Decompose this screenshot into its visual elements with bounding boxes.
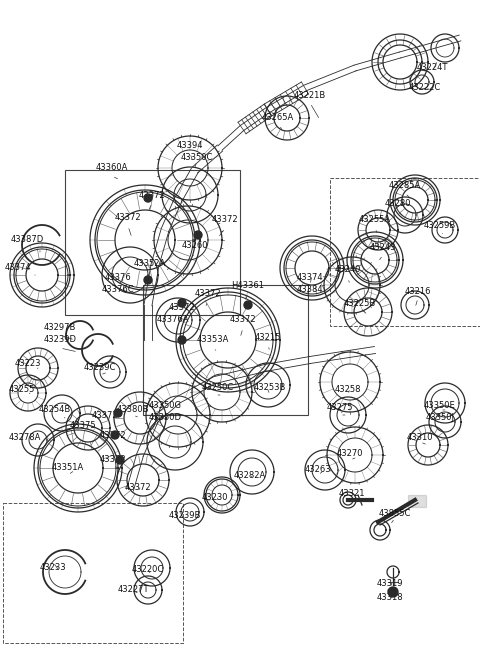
Circle shape: [244, 301, 252, 309]
Text: 43350J: 43350J: [425, 413, 455, 422]
Bar: [65, 170, 240, 315]
Text: 43275: 43275: [327, 403, 353, 413]
Text: 43216: 43216: [405, 288, 431, 297]
Text: 43220C: 43220C: [132, 565, 164, 574]
Text: 43260: 43260: [182, 240, 208, 250]
Text: 43372: 43372: [195, 288, 221, 297]
Circle shape: [178, 299, 186, 307]
Text: 43243: 43243: [370, 244, 396, 252]
Text: 43255: 43255: [9, 386, 35, 394]
Text: 43224T: 43224T: [416, 64, 448, 73]
Text: 43215: 43215: [255, 333, 281, 343]
Text: 43350C: 43350C: [181, 153, 213, 162]
Text: 43394: 43394: [177, 141, 203, 149]
Text: 43278A: 43278A: [9, 434, 41, 443]
Text: 43310: 43310: [407, 434, 433, 443]
Text: 43285A: 43285A: [389, 181, 421, 189]
Text: 43387D: 43387D: [11, 236, 44, 244]
Circle shape: [194, 231, 202, 239]
Circle shape: [178, 336, 186, 344]
Text: 43372: 43372: [230, 316, 256, 324]
Text: 43372: 43372: [125, 483, 151, 493]
Circle shape: [111, 431, 119, 439]
Text: 43380B: 43380B: [117, 405, 149, 415]
Text: 43270: 43270: [337, 449, 363, 457]
Bar: [330, 178, 480, 326]
Text: 43280: 43280: [385, 198, 411, 208]
Text: 43225B: 43225B: [344, 299, 376, 307]
Text: 43372: 43372: [168, 303, 195, 312]
Text: 43360A: 43360A: [96, 164, 128, 172]
Text: 43372: 43372: [100, 455, 126, 464]
Text: 43265A: 43265A: [262, 113, 294, 122]
Text: 43318: 43318: [377, 593, 403, 603]
Text: 43263: 43263: [305, 466, 331, 474]
Text: 43255A: 43255A: [359, 215, 391, 225]
Text: 43258: 43258: [335, 386, 361, 394]
Text: 43239C: 43239C: [84, 364, 116, 373]
Text: 43239B: 43239B: [169, 510, 201, 519]
Circle shape: [116, 456, 124, 464]
Text: 43223: 43223: [15, 358, 41, 367]
Text: 43350G: 43350G: [148, 400, 181, 409]
Text: 43374: 43374: [297, 274, 324, 282]
Text: 43372: 43372: [100, 430, 126, 440]
Circle shape: [114, 409, 122, 417]
Text: 43254B: 43254B: [39, 405, 71, 415]
Text: 43253B: 43253B: [254, 383, 286, 392]
Text: 43374: 43374: [5, 263, 31, 272]
Text: 43259B: 43259B: [424, 221, 456, 229]
Circle shape: [144, 194, 152, 202]
Bar: [408, 495, 426, 507]
Text: 43239D: 43239D: [44, 335, 76, 345]
Text: 43372: 43372: [139, 191, 165, 200]
Text: 43221B: 43221B: [294, 90, 326, 100]
Bar: [143, 285, 308, 415]
Text: 43282A: 43282A: [234, 470, 266, 479]
Text: 43319: 43319: [377, 578, 403, 588]
Text: 43321: 43321: [339, 489, 365, 498]
Circle shape: [144, 276, 152, 284]
Text: 43353A: 43353A: [197, 335, 229, 345]
Text: 43227T: 43227T: [117, 586, 149, 595]
Circle shape: [388, 587, 398, 597]
Text: 43350E: 43350E: [424, 400, 456, 409]
Text: 43376A: 43376A: [157, 316, 189, 324]
Text: 43351A: 43351A: [52, 464, 84, 472]
Text: 43384: 43384: [297, 286, 324, 295]
Text: 43250C: 43250C: [202, 383, 234, 392]
Text: 43372: 43372: [92, 411, 118, 419]
Text: 43376: 43376: [105, 274, 132, 282]
Text: 43350D: 43350D: [148, 413, 181, 422]
Text: 43230: 43230: [202, 493, 228, 502]
Text: 43372: 43372: [115, 214, 141, 223]
Text: 43240: 43240: [335, 265, 361, 274]
Text: 43297B: 43297B: [44, 324, 76, 333]
Text: 43233: 43233: [40, 563, 66, 572]
Text: 43375: 43375: [70, 421, 96, 430]
Text: 43855C: 43855C: [379, 508, 411, 517]
Text: 43372: 43372: [212, 215, 238, 225]
Text: H43361: H43361: [231, 280, 264, 290]
Bar: [3, 503, 183, 643]
Text: 43222C: 43222C: [409, 83, 441, 92]
Text: 43352A: 43352A: [134, 259, 166, 267]
Text: 43376C: 43376C: [102, 286, 134, 295]
